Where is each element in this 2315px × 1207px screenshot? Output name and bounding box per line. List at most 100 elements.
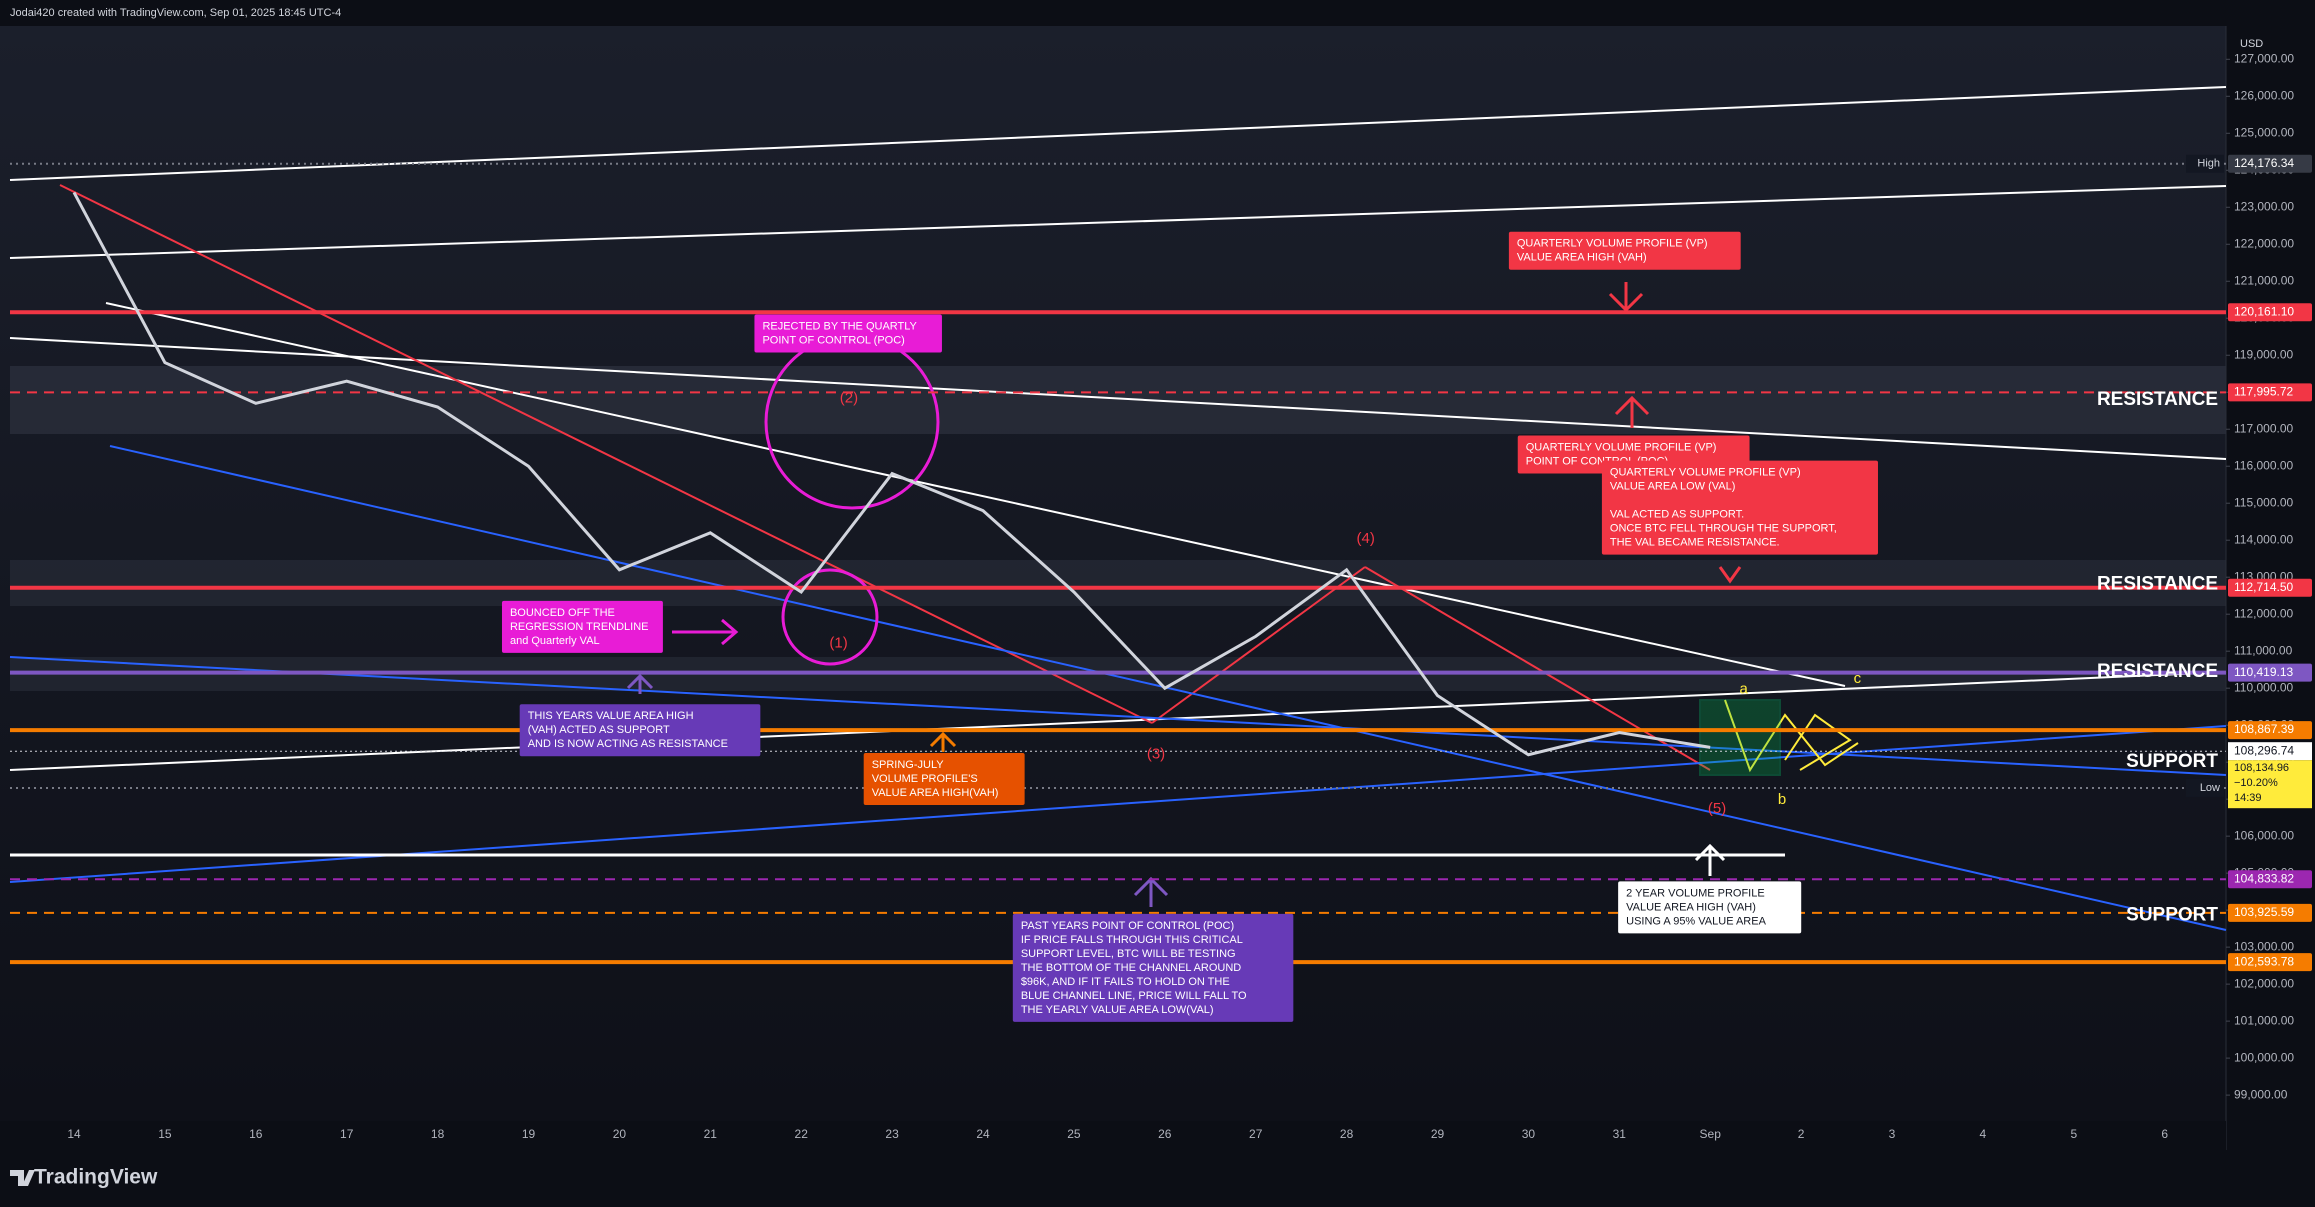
wave-label: a	[1739, 680, 1748, 697]
price-line	[72, 191, 1711, 757]
y-tick-label: 110,000.00	[2234, 680, 2293, 694]
annotation-text: 2 YEAR VOLUME PROFILE	[1626, 887, 1765, 899]
x-tick-label: 22	[795, 1127, 809, 1141]
x-tick-label: 14	[67, 1127, 81, 1141]
x-tick-label: 3	[1889, 1127, 1896, 1141]
annotation-text: VAL ACTED AS SUPPORT.	[1610, 509, 1744, 521]
x-tick-label: 19	[522, 1127, 536, 1141]
annotation-text: QUARTERLY VOLUME PROFILE (VP)	[1517, 238, 1708, 250]
annotation-text: VALUE AREA HIGH (VAH)	[1626, 901, 1756, 913]
annotation-text: SPRING-JULY	[872, 759, 945, 771]
price-tag-label: 110,419.13	[2234, 665, 2293, 679]
wave-label: (5)	[1708, 800, 1726, 817]
annotation-box	[501, 600, 663, 653]
price-tag	[2228, 953, 2312, 972]
annotation-text: $96K, AND IF IT FAILS TO HOLD ON THE	[1021, 976, 1230, 988]
annotation-box	[1618, 881, 1802, 934]
x-tick-label: 21	[704, 1127, 718, 1141]
annotation-text: BOUNCED OFF THE	[510, 607, 615, 619]
wave-label: (1)	[829, 635, 847, 652]
annotation-text: SUPPORT LEVEL, BTC WILL BE TESTING	[1021, 948, 1236, 960]
price-tag-label: 104,833.82	[2234, 871, 2294, 885]
price-tag-label: 103,925.59	[2234, 905, 2294, 919]
y-tick-label: 122,000.00	[2234, 236, 2294, 250]
annotation-text: REGRESSION TRENDLINE	[510, 621, 649, 633]
y-tick-label: 123,000.00	[2234, 199, 2294, 213]
zone	[10, 366, 2226, 434]
tag-label: Low	[2200, 782, 2220, 794]
price-tag-label: 112,714.50	[2234, 580, 2293, 594]
y-tick-label: 106,000.00	[2234, 828, 2294, 842]
annotation-text: PAST YEARS POINT OF CONTROL (POC)	[1021, 920, 1234, 932]
price-box	[2228, 760, 2312, 809]
x-tick-label: 29	[1431, 1127, 1445, 1141]
x-tick-label: 18	[431, 1127, 445, 1141]
zone-label: SUPPORT	[2126, 751, 2218, 772]
annotation-text: BLUE CHANNEL LINE, PRICE WILL FALL TO	[1021, 990, 1247, 1002]
annotation-text: IF PRICE FALLS THROUGH THIS CRITICAL	[1021, 934, 1243, 946]
y-tick-label: 127,000.00	[2234, 51, 2294, 65]
price-box-line: 108,134.96	[2234, 762, 2289, 774]
x-tick-label: Sep	[1700, 1127, 1722, 1141]
time-axis	[0, 1121, 2226, 1150]
x-tick-label: 26	[1158, 1127, 1172, 1141]
x-tick-label: 23	[885, 1127, 899, 1141]
price-box-line: 14:39	[2234, 792, 2262, 804]
y-tick-label: 116,000.00	[2234, 458, 2293, 472]
x-tick-label: 15	[158, 1127, 172, 1141]
x-tick-label: 24	[976, 1127, 990, 1141]
x-tick-label: 27	[1249, 1127, 1263, 1141]
zone-label: RESISTANCE	[2097, 661, 2218, 682]
annotation-text: VALUE AREA HIGH (VAH)	[1517, 252, 1647, 264]
price-tag-label: 117,995.72	[2234, 385, 2293, 399]
annotation-text: AND IS NOW ACTING AS RESISTANCE	[528, 738, 728, 750]
annotation-text: REJECTED BY THE QUARTLY	[762, 320, 917, 332]
annotation-text: ONCE BTC FELL THROUGH THE SUPPORT,	[1610, 523, 1837, 535]
price-tag-label: 124,176.34	[2234, 156, 2294, 170]
price-tag-label: 102,593.78	[2234, 954, 2294, 968]
annotation-box	[1508, 231, 1741, 270]
brand: TradingView	[34, 1166, 158, 1189]
logo	[10, 1170, 35, 1186]
y-tick-label: 117,000.00	[2234, 421, 2293, 435]
x-tick-label: 6	[2161, 1127, 2168, 1141]
y-tick-label: 126,000.00	[2234, 88, 2294, 102]
annotation-box	[519, 704, 761, 757]
y-tick-label: 100,000.00	[2234, 1050, 2294, 1064]
annotation-text: and Quarterly VAL	[510, 635, 600, 647]
x-tick-label: 17	[340, 1127, 354, 1141]
y-tick-label: 112,000.00	[2234, 606, 2293, 620]
annotation-text: THE VAL BECAME RESISTANCE.	[1610, 537, 1780, 549]
x-tick-label: 30	[1522, 1127, 1536, 1141]
last-price-label: 108,296.74	[2234, 743, 2294, 757]
annotation-text: VOLUME PROFILE'S	[872, 773, 978, 785]
annotation-box	[863, 752, 1025, 805]
y-tick-label: 125,000.00	[2234, 125, 2294, 139]
last-price-box	[2228, 742, 2312, 761]
price-tag	[2228, 903, 2312, 922]
annotation-text: VALUE AREA LOW (VAL)	[1610, 481, 1736, 493]
price-tag	[2228, 663, 2312, 682]
y-tick-label: 99,000.00	[2234, 1087, 2288, 1101]
wave-label: (3)	[1147, 745, 1165, 762]
y-tick-label: 115,000.00	[2234, 495, 2293, 509]
annotation-text: THIS YEARS VALUE AREA HIGH	[528, 710, 694, 722]
annotation-box	[1601, 460, 1878, 555]
tag-box	[2186, 154, 2224, 173]
zone	[10, 560, 2226, 606]
annotation-text: QUARTERLY VOLUME PROFILE (VP)	[1526, 441, 1717, 453]
x-tick-label: 25	[1067, 1127, 1081, 1141]
price-tag-label: 120,161.10	[2234, 304, 2294, 318]
x-tick-label: 4	[1980, 1127, 1987, 1141]
wave-label: b	[1778, 791, 1786, 808]
wave-label: (2)	[840, 390, 858, 407]
x-tick-label: 20	[613, 1127, 627, 1141]
price-tag	[2228, 578, 2312, 597]
y-tick-label: 103,000.00	[2234, 939, 2294, 953]
annotation-text: THE YEARLY VALUE AREA LOW(VAL)	[1021, 1004, 1214, 1016]
y-tick-label: 114,000.00	[2234, 532, 2293, 546]
price-tag	[2228, 154, 2312, 173]
zone-label: SUPPORT	[2126, 904, 2218, 925]
y-tick-label: 121,000.00	[2234, 273, 2294, 287]
